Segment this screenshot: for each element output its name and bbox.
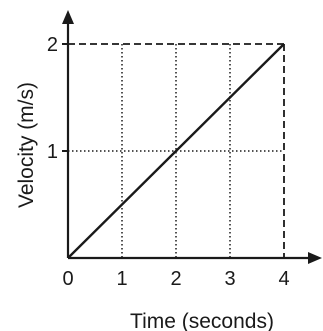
x-tick-label: 2 [170, 268, 181, 290]
x-tick-label: 0 [62, 268, 73, 290]
x-tick-label: 4 [278, 268, 289, 290]
guide-lines [68, 43, 285, 258]
x-tick-label: 1 [116, 268, 127, 290]
y-axis-arrow [62, 10, 74, 24]
series-line-0 [67, 43, 285, 259]
x-axis-arrow [308, 252, 322, 264]
y-tick-label: 1 [47, 141, 58, 163]
axes [62, 10, 322, 264]
y-axis-label: Velocity (m/s) [15, 82, 38, 208]
tick-labels: 0 1 2 3 4 1 2 [47, 34, 290, 290]
x-axis-label: Time (seconds) [130, 310, 274, 331]
y-tick-label: 2 [47, 34, 58, 56]
series [67, 43, 285, 259]
x-tick-label: 3 [224, 268, 235, 290]
